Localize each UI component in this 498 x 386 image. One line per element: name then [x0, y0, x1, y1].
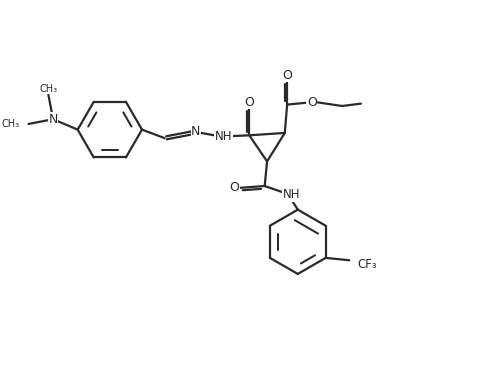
Text: O: O: [307, 96, 317, 109]
Text: O: O: [282, 69, 292, 82]
Text: CH₃: CH₃: [39, 84, 57, 94]
Text: CH₃: CH₃: [2, 119, 20, 129]
Text: NH: NH: [282, 188, 300, 201]
Text: O: O: [229, 181, 239, 195]
Text: CF₃: CF₃: [358, 257, 377, 271]
Text: N: N: [48, 113, 58, 126]
Text: NH: NH: [215, 130, 232, 143]
Text: O: O: [245, 96, 254, 109]
Text: N: N: [191, 125, 201, 138]
